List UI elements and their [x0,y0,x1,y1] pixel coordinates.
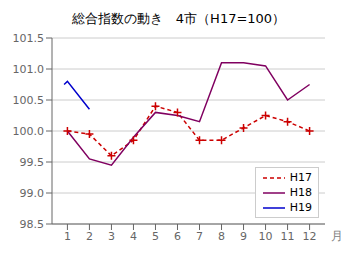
svg-text:月: 月 [331,229,343,243]
svg-text:6: 6 [174,230,181,243]
svg-text:100.5: 100.5 [13,94,45,107]
svg-text:99.0: 99.0 [20,187,45,200]
svg-text:98.5: 98.5 [20,218,45,231]
html-text:H19: H19 [289,201,312,214]
html-text:H18: H18 [289,186,312,199]
svg-text:99.5: 99.5 [20,156,45,169]
svg-text:3: 3 [108,230,115,243]
svg-text:2: 2 [86,230,93,243]
svg-text:7: 7 [196,230,203,243]
svg-text:11: 11 [281,230,295,243]
svg-text:8: 8 [218,230,225,243]
svg-text:5: 5 [152,230,159,243]
html-text:H17: H17 [289,171,312,184]
svg-text:10: 10 [259,230,273,243]
html-text:総合指数の動き 4市（H17=100）: 総合指数の動き 4市（H17=100） [71,11,286,26]
svg-text:100.0: 100.0 [13,125,45,138]
svg-text:101.5: 101.5 [13,32,45,45]
svg-text:9: 9 [240,230,247,243]
svg-text:101.0: 101.0 [13,63,45,76]
svg-text:1: 1 [64,230,71,243]
svg-text:4: 4 [130,230,137,243]
svg-text:12: 12 [303,230,317,243]
